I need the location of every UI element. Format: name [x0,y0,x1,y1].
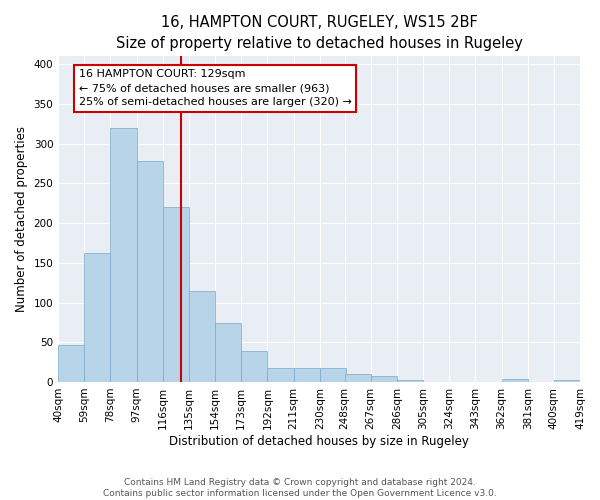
Title: 16, HAMPTON COURT, RUGELEY, WS15 2BF
Size of property relative to detached house: 16, HAMPTON COURT, RUGELEY, WS15 2BF Siz… [116,15,523,51]
Bar [397,380,423,382]
Bar [554,380,580,382]
Bar [268,368,293,382]
Bar [163,207,189,382]
Bar [293,368,320,382]
Bar [137,161,163,382]
Bar [241,351,268,382]
Bar [320,368,346,382]
Bar [344,374,371,382]
Text: 16 HAMPTON COURT: 129sqm
← 75% of detached houses are smaller (963)
25% of semi-: 16 HAMPTON COURT: 129sqm ← 75% of detach… [79,69,352,107]
Bar [371,376,397,382]
X-axis label: Distribution of detached houses by size in Rugeley: Distribution of detached houses by size … [169,434,469,448]
Text: Contains HM Land Registry data © Crown copyright and database right 2024.
Contai: Contains HM Land Registry data © Crown c… [103,478,497,498]
Bar [502,379,527,382]
Bar [58,344,85,382]
Bar [189,292,215,382]
Bar [110,128,137,382]
Y-axis label: Number of detached properties: Number of detached properties [15,126,28,312]
Bar [85,252,110,382]
Bar [215,323,241,382]
